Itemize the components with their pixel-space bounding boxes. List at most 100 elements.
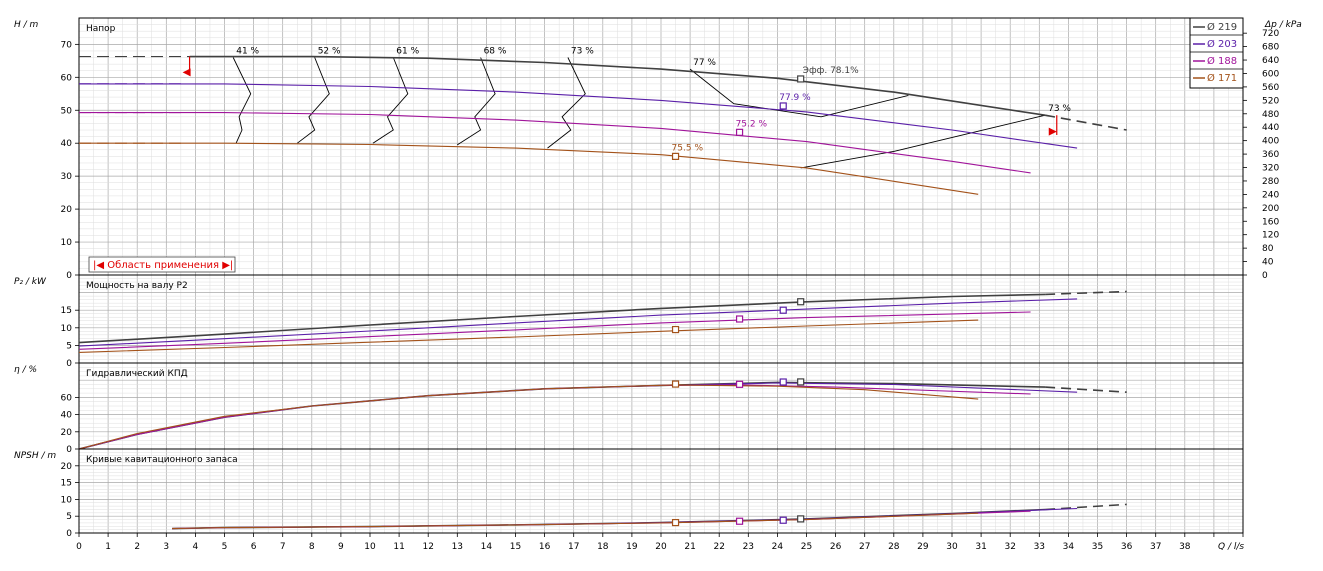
- duty-point-marker: [797, 298, 805, 306]
- app-area-box: [88, 256, 236, 273]
- x-tick-label: 5: [222, 542, 228, 552]
- x-tick-label: 38: [1179, 542, 1191, 552]
- y2-tick-label: 400: [1262, 137, 1279, 147]
- panel-2: [75, 362, 1244, 450]
- x-tick-label: 13: [452, 542, 463, 552]
- panel-title: Гидравлический КПД: [86, 369, 188, 379]
- x-tick-label: 31: [975, 542, 986, 552]
- x-tick-label: 36: [1121, 542, 1133, 552]
- x-tick-label: 21: [684, 542, 695, 552]
- y-axis-label: P₂ / kW: [14, 277, 47, 287]
- duty-point-marker: [735, 315, 744, 323]
- duty-point-label: 75.5 %: [672, 143, 704, 153]
- duty-point-marker: [797, 378, 805, 386]
- iso-efficiency-label: 61 %: [396, 47, 419, 57]
- y2-tick-label: 120: [1262, 231, 1279, 241]
- y-axis-label: H / m: [14, 20, 39, 30]
- duty-point-marker: [671, 152, 680, 160]
- y-axis-label: NPSH / m: [14, 451, 56, 461]
- y2-tick-label: 520: [1262, 96, 1279, 106]
- duty-point-label: Эфф. 78.1%: [803, 66, 859, 76]
- x-tick-label: 4: [193, 542, 199, 552]
- panel-1: [75, 274, 1244, 364]
- duty-point-marker: [797, 75, 805, 83]
- x-tick-label: 15: [510, 542, 521, 552]
- y2-tick-label: 560: [1262, 83, 1279, 93]
- iso-efficiency-curve: [372, 57, 409, 144]
- y-tick-label: 0: [66, 271, 72, 281]
- series-extension-dashed: [1045, 290, 1127, 296]
- series-extension-dashed: [1045, 386, 1127, 393]
- x-tick-label: 3: [163, 542, 169, 552]
- x-tick-label: 2: [134, 542, 140, 552]
- series-line-188: [172, 510, 1031, 530]
- series-line-171: [172, 512, 979, 530]
- iso-efficiency-label: 52 %: [318, 47, 341, 57]
- duty-point-marker: [797, 515, 805, 523]
- series-line-219: [172, 508, 1046, 530]
- x-tick-label: 7: [280, 542, 286, 552]
- series-line-171: [78, 319, 979, 353]
- x-tick-label: 19: [626, 542, 638, 552]
- y2-tick-label: 0: [1262, 271, 1268, 281]
- x-tick-label: 11: [393, 542, 404, 552]
- y-tick-label: 5: [66, 512, 72, 522]
- y-tick-label: 5: [66, 341, 72, 351]
- iso-efficiency-curve: [547, 57, 586, 149]
- y-tick-label: 0: [66, 529, 72, 539]
- iso-efficiency-curve: [297, 57, 330, 144]
- y2-tick-label: 720: [1262, 29, 1279, 39]
- y-tick-label: 30: [61, 172, 73, 182]
- y-tick-label: 10: [61, 238, 73, 248]
- y2-tick-label: 160: [1262, 217, 1279, 227]
- y-tick-label: 0: [66, 445, 72, 455]
- y-tick-label: 0: [66, 359, 72, 369]
- series-line-203: [172, 507, 1078, 530]
- app-area-label: |◀ Область применения ▶|: [93, 260, 233, 271]
- x-tick-label: 8: [309, 542, 315, 552]
- panel-title: Мощность на валу P2: [86, 281, 188, 291]
- x-tick-label: 14: [481, 542, 493, 552]
- y2-tick-label: 600: [1262, 69, 1279, 79]
- x-tick-label: 0: [76, 542, 82, 552]
- legend-entry-label: Ø 219: [1207, 21, 1237, 33]
- y-tick-label: 50: [61, 106, 73, 116]
- duty-point-marker: [735, 128, 744, 136]
- series-line-203: [79, 83, 1078, 149]
- y-tick-label: 60: [61, 73, 73, 83]
- x-tick-label: 33: [1034, 542, 1045, 552]
- x-tick-label: 16: [539, 542, 551, 552]
- iso-efficiency-label: 73 %: [571, 47, 594, 57]
- x-tick-label: 29: [917, 542, 929, 552]
- x-tick-label: 10: [364, 542, 376, 552]
- iso-efficiency-curve: [800, 114, 1046, 169]
- legend-entry-label: Ø 188: [1207, 55, 1237, 67]
- duty-point-marker: [779, 102, 787, 110]
- y-tick-label: 40: [61, 411, 73, 421]
- x-tick-label: 18: [597, 542, 609, 552]
- y2-tick-label: 640: [1262, 56, 1279, 66]
- series-line-203: [78, 298, 1078, 347]
- y2-tick-label: 440: [1262, 123, 1279, 133]
- x-tick-label: 27: [859, 542, 870, 552]
- x-tick-label: 9: [338, 542, 344, 552]
- x-tick-label: 6: [251, 542, 257, 552]
- legend-box: [1189, 17, 1244, 89]
- y2-tick-label: 280: [1262, 177, 1279, 187]
- duty-point-label: 75.2 %: [736, 119, 768, 129]
- iso-efficiency-curve: [689, 68, 909, 118]
- y-tick-label: 20: [61, 205, 73, 215]
- x-tick-label: 26: [830, 542, 842, 552]
- duty-point-marker: [735, 380, 744, 388]
- iso-efficiency-label: 77 %: [693, 58, 716, 68]
- x-tick-label: 24: [772, 542, 784, 552]
- iso-efficiency-curve: [457, 57, 496, 146]
- x-tick-label: 25: [801, 542, 812, 552]
- x-tick-label: 17: [568, 542, 579, 552]
- duty-point-marker: [735, 517, 744, 525]
- duty-point-marker: [671, 518, 680, 527]
- panel-3: [75, 448, 1244, 534]
- series-line-219: [78, 293, 1046, 344]
- x-tick-label: 23: [743, 542, 754, 552]
